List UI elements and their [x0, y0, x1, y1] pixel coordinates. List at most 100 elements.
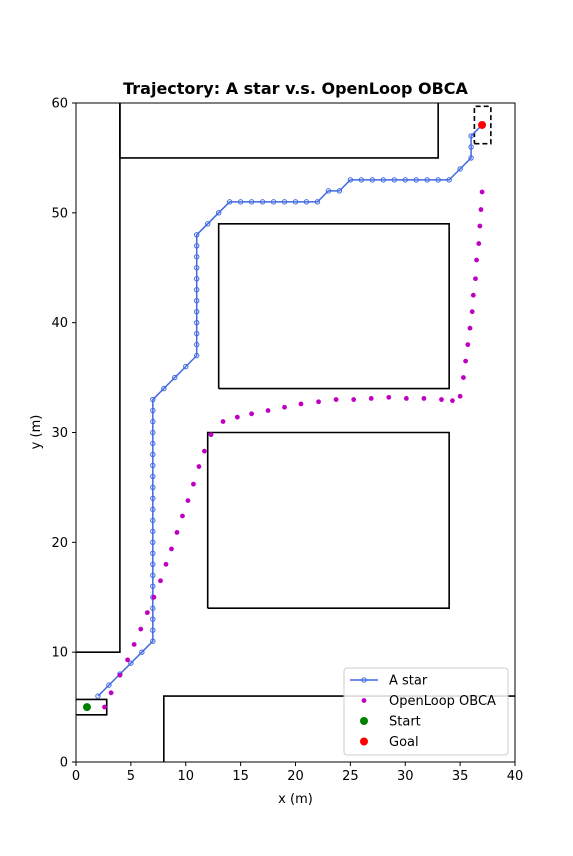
astar-point: [150, 473, 156, 480]
astar-point: [468, 155, 474, 161]
astar-point: [468, 133, 474, 139]
astar-point: [150, 429, 156, 436]
obca-point: [102, 704, 107, 710]
chart-title: Trajectory: A star v.s. OpenLoop OBCA: [123, 79, 468, 98]
obca-point: [202, 448, 207, 454]
obca-point: [117, 672, 123, 678]
legend-label: Goal: [389, 735, 419, 750]
obca-point: [457, 393, 463, 399]
astar-point: [237, 199, 244, 205]
astar-point: [128, 660, 134, 666]
obca-point: [477, 223, 483, 229]
obca-point: [403, 396, 409, 401]
astar-point: [150, 550, 156, 557]
legend-entry: Start: [360, 715, 421, 730]
y-tick-label: 60: [51, 97, 68, 112]
astar-point: [194, 232, 200, 238]
astar-point: [150, 407, 156, 414]
obca-point: [421, 396, 427, 401]
astar-point: [150, 539, 156, 546]
legend-entry: OpenLoop OBCA: [361, 694, 496, 709]
x-tick-label: 40: [507, 769, 524, 784]
astar-point: [150, 484, 156, 491]
astar-point: [292, 199, 299, 205]
obstacle-1: [76, 103, 121, 653]
legend-box: [343, 667, 509, 756]
astar-line: [97, 124, 483, 697]
obca-point: [333, 397, 339, 402]
astar-point: [314, 199, 321, 205]
astar-point: [150, 451, 156, 458]
astar-point: [150, 638, 156, 644]
obca-point: [196, 464, 202, 469]
goal-marker: [478, 120, 487, 129]
astar-point: [424, 177, 430, 183]
y-tick-label: 40: [51, 316, 68, 331]
astar-point: [150, 616, 156, 622]
astar-point: [194, 287, 200, 293]
obca-point: [469, 309, 475, 315]
astar-point: [150, 418, 156, 425]
legend-start-swatch: [360, 717, 368, 725]
astar-point: [150, 627, 156, 633]
obca-point: [108, 690, 114, 696]
obca-point: [208, 432, 214, 438]
x-tick-label: 0: [72, 769, 80, 784]
astar-point: [150, 528, 156, 535]
obstacle-3: [217, 223, 450, 390]
astar-point: [150, 583, 156, 589]
obca-point: [151, 594, 157, 600]
astar-point: [150, 517, 156, 524]
obca-point: [473, 276, 478, 282]
astar-point: [380, 177, 386, 183]
astar-point: [194, 308, 200, 315]
astar-point: [150, 605, 156, 611]
obca-point: [220, 419, 226, 424]
obca-point: [461, 375, 466, 380]
astar-point: [194, 298, 200, 304]
x-tick-label: 15: [232, 769, 249, 784]
legend-entry: A star: [350, 674, 428, 689]
obstacle-6: [76, 698, 108, 716]
obca-point: [470, 292, 476, 298]
obca-point: [474, 257, 479, 263]
astar-point: [468, 144, 474, 150]
astar-point: [325, 188, 332, 194]
legend-label: OpenLoop OBCA: [389, 694, 496, 709]
astar-point: [150, 561, 156, 567]
goal-region: [473, 105, 492, 145]
astar-point: [303, 199, 310, 205]
astar-point: [402, 177, 408, 183]
y-tick-label: 30: [51, 426, 68, 441]
obca-point: [368, 396, 374, 401]
astar-point: [446, 177, 452, 183]
astar-point: [139, 649, 145, 655]
astar-point: [369, 177, 376, 183]
legend: A star OpenLoop OBCA Start Goal: [343, 667, 509, 756]
obca-point: [467, 325, 473, 331]
obca-point: [463, 358, 469, 364]
y-tick-label: 50: [51, 206, 68, 221]
astar-point: [270, 199, 277, 205]
obca-point: [125, 657, 130, 663]
x-tick-label: 35: [452, 769, 469, 784]
y-tick-label: 0: [60, 756, 68, 771]
astar-point: [194, 243, 200, 249]
y-tick-label: 10: [51, 646, 68, 661]
obca-point: [476, 241, 482, 246]
start-marker: [82, 703, 91, 712]
astar-point: [259, 199, 266, 205]
astar-point: [248, 199, 255, 205]
obstacle-4: [206, 431, 450, 610]
obca-point: [316, 399, 321, 405]
astar-point: [194, 341, 200, 348]
astar-point: [194, 265, 200, 271]
obca-point: [131, 642, 137, 647]
obstacle-2: [119, 103, 439, 159]
astar-point: [194, 352, 200, 359]
astar-point: [281, 199, 288, 205]
x-axis-ticks: 0 5 10 15 20 25 30 35 40: [72, 762, 523, 784]
y-axis-label: y (m): [29, 415, 44, 450]
astar-point: [150, 440, 156, 447]
